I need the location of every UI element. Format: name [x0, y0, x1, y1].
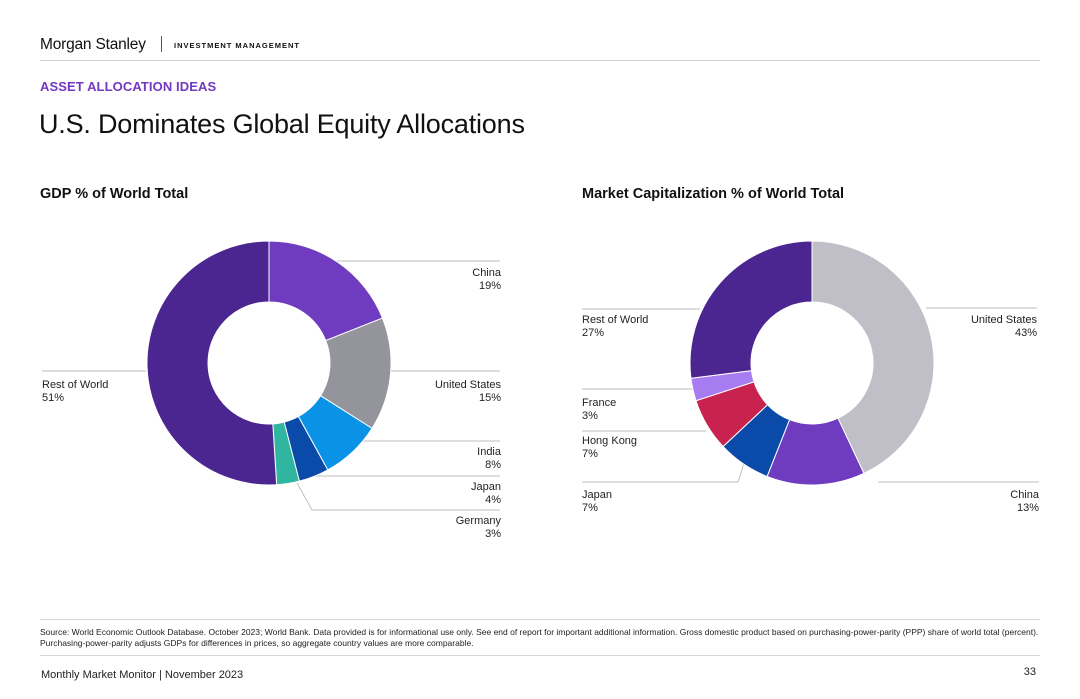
gdp-value-japan: 4% — [485, 494, 501, 506]
market-cap-value-china: 13% — [1017, 502, 1039, 514]
market-cap-leader-japan — [582, 459, 746, 483]
market-cap-chart-title: Market Capitalization % of World Total — [582, 186, 845, 202]
division-name: INVESTMENT MANAGEMENT — [174, 41, 300, 50]
market-cap-slice-united-states — [811, 240, 935, 475]
gdp-slice-rest-of-world — [146, 240, 278, 486]
gdp-label-japan: Japan — [471, 481, 501, 493]
gdp-value-united-states: 15% — [479, 392, 501, 404]
gdp-label-rest-of-world: Rest of World — [42, 379, 108, 391]
market-cap-label-japan: Japan — [582, 489, 612, 501]
page-header: Morgan Stanley INVESTMENT MANAGEMENT — [40, 34, 1040, 61]
source-note: Source: World Economic Outlook Database.… — [40, 627, 1039, 648]
market-cap-label-china: China — [1010, 489, 1040, 501]
gdp-leader-germany — [296, 482, 500, 511]
section-label: ASSET ALLOCATION IDEAS — [40, 79, 217, 94]
market-cap-slice-rest-of-world — [689, 240, 813, 379]
market-cap-value-hong-kong: 7% — [582, 448, 598, 460]
gdp-label-germany: Germany — [456, 515, 502, 527]
gdp-value-china: 19% — [479, 280, 501, 292]
gdp-chart-title: GDP % of World Total — [40, 186, 189, 202]
market-cap-label-rest-of-world: Rest of World — [582, 314, 648, 326]
source-divider — [40, 619, 1040, 620]
footer-publication: Monthly Market Monitor | November 2023 — [41, 669, 244, 681]
gdp-value-germany: 3% — [485, 528, 501, 540]
gdp-value-india: 8% — [485, 459, 501, 471]
gdp-label-united-states: United States — [435, 379, 502, 391]
market-cap-value-france: 3% — [582, 410, 598, 422]
gdp-label-china: China — [472, 267, 502, 279]
market-cap-value-rest-of-world: 27% — [582, 327, 604, 339]
footer-divider — [40, 655, 1040, 656]
gdp-label-india: India — [477, 446, 502, 458]
page-title: U.S. Dominates Global Equity Allocations — [39, 109, 525, 139]
market-cap-label-france: France — [582, 397, 616, 409]
market-cap-label-united-states: United States — [971, 314, 1038, 326]
market-cap-value-japan: 7% — [582, 502, 598, 514]
header-divider — [161, 36, 162, 52]
market-cap-label-hong-kong: Hong Kong — [582, 435, 637, 447]
page-number: 33 — [1023, 666, 1036, 678]
market-cap-value-united-states: 43% — [1015, 327, 1037, 339]
gdp-value-rest-of-world: 51% — [42, 392, 64, 404]
brand-logo: Morgan Stanley — [40, 36, 146, 53]
